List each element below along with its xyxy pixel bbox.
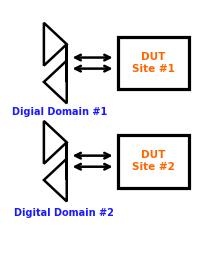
Text: Site #1: Site #1 [132, 64, 174, 74]
Text: DUT: DUT [141, 52, 165, 62]
Bar [118, 37, 188, 90]
Bar [118, 135, 188, 188]
Bar [65, 44, 68, 82]
Bar [65, 142, 68, 180]
Text: Digial Domain #1: Digial Domain #1 [12, 107, 107, 117]
Text: Digital Domain #2: Digital Domain #2 [14, 208, 113, 218]
Text: Site #2: Site #2 [132, 162, 174, 172]
Text: DUT: DUT [141, 150, 165, 160]
